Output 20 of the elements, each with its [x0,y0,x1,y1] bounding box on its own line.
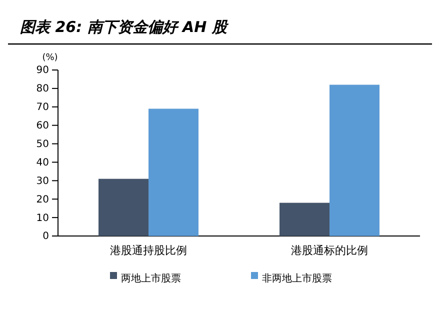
y-tick-label: 60 [36,120,49,132]
y-tick-label: 70 [36,102,49,114]
y-tick-label: 90 [36,65,49,76]
y-tick-label: 80 [36,84,49,95]
bar [280,202,330,236]
y-tick-label: 50 [36,138,49,150]
y-tick-label: 20 [36,194,49,206]
chart-title: 图表 26: 南下资金偏好 AH 股 [20,18,229,36]
bar [330,84,380,236]
y-tick-label: 10 [36,212,49,224]
y-tick-label: 30 [36,176,49,187]
x-tick-label: 港股通标的比例 [291,244,368,257]
y-tick-label: 40 [36,157,49,168]
legend-label: 两地上市股票 [121,272,181,285]
y-tick-label: 0 [42,231,49,242]
bar [98,178,148,236]
legend-label: 非两地上市股票 [262,272,332,285]
x-tick-label: 港股通持股比例 [110,244,187,257]
y-axis-title: (%) [42,53,58,63]
bar [148,108,198,236]
